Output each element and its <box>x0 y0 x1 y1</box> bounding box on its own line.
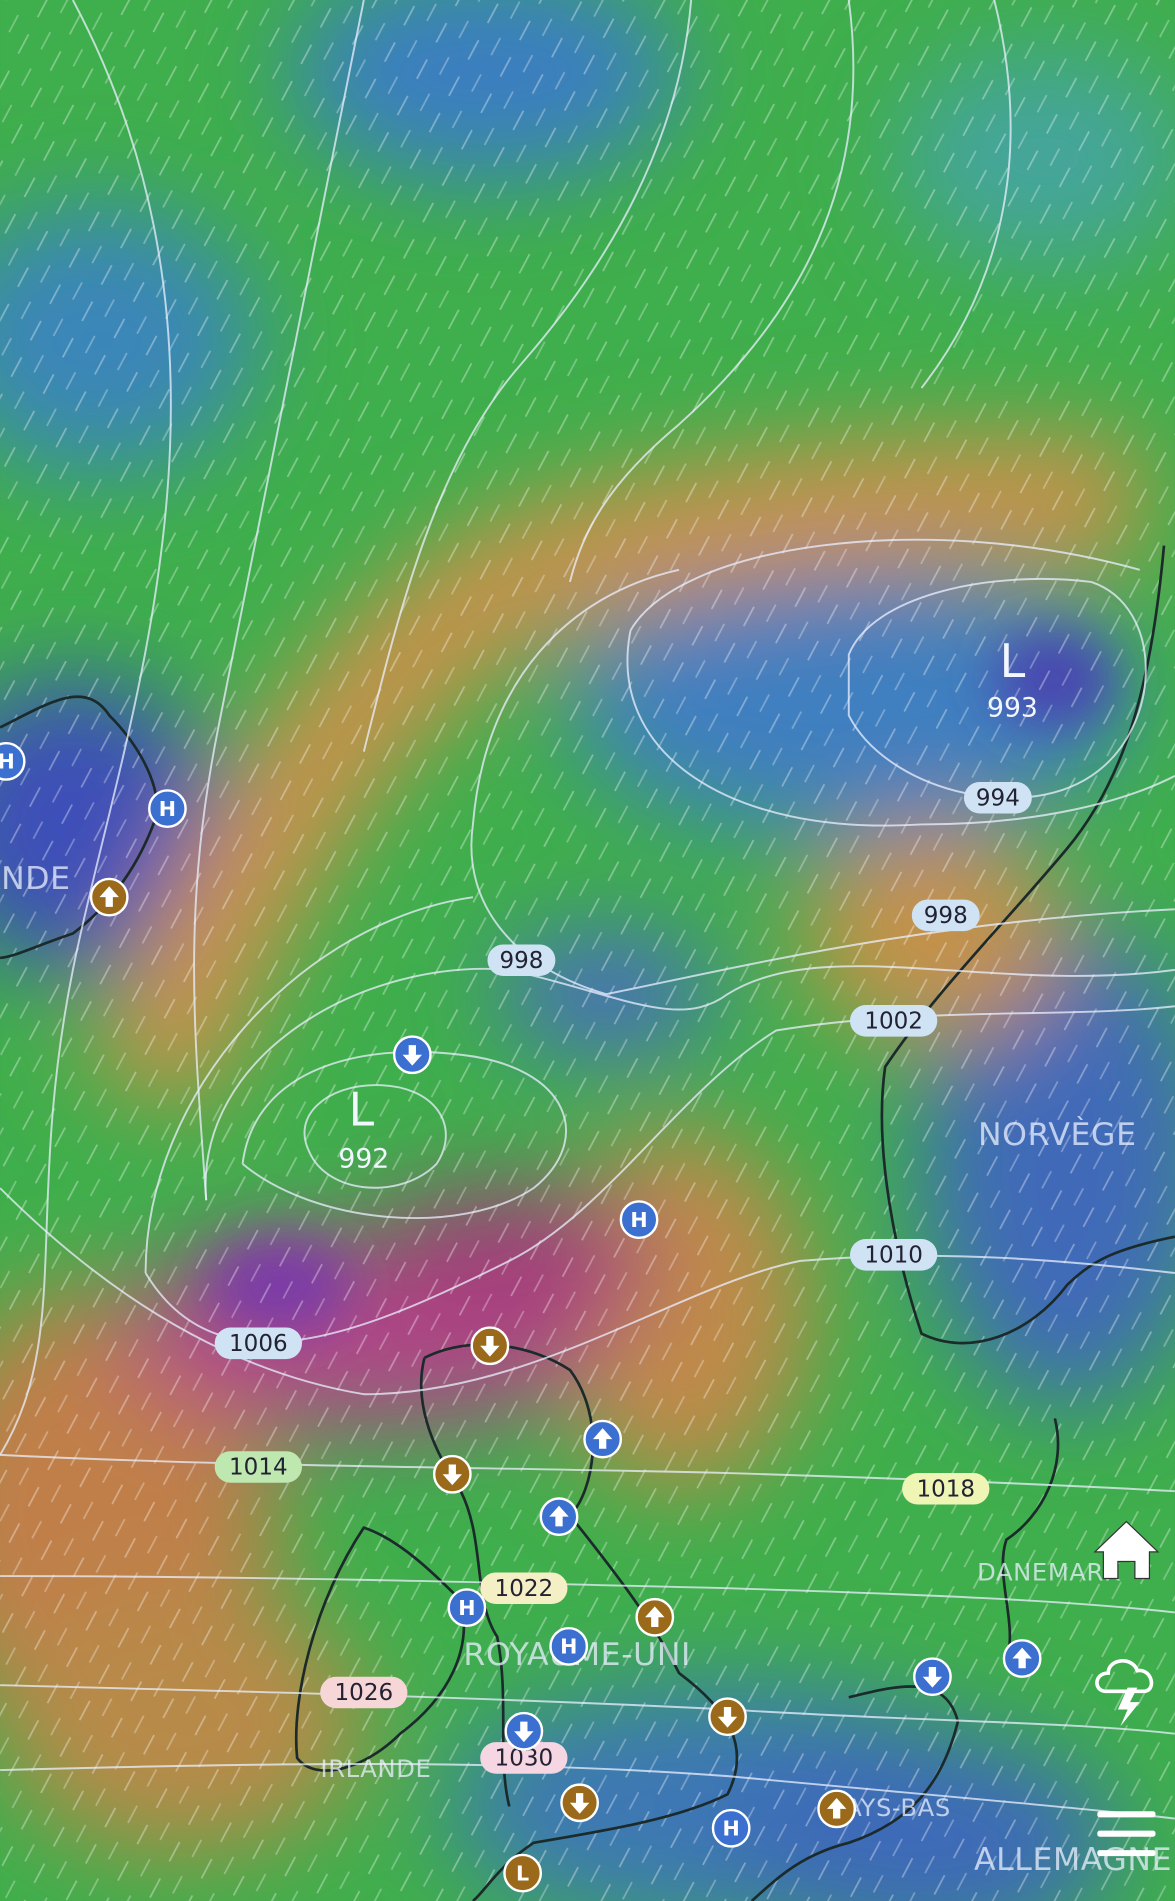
isobar-value: 1026 <box>335 1680 394 1706</box>
falling-marker[interactable] <box>913 1657 952 1697</box>
pressure-centers: L 993 L 992 <box>338 634 1038 1175</box>
rising-marker[interactable] <box>583 1419 623 1459</box>
isobar-label: 1018 <box>902 1473 990 1505</box>
rising-marker[interactable] <box>1002 1639 1042 1678</box>
high-marker[interactable]: H <box>549 1627 589 1666</box>
marker-arrow <box>717 1707 738 1728</box>
isobar-label: 1006 <box>214 1327 302 1360</box>
high-marker[interactable]: H <box>447 1588 487 1628</box>
marker-label: L <box>516 1861 529 1885</box>
falling-marker[interactable] <box>504 1711 544 1751</box>
menu-button[interactable] <box>1097 1811 1156 1857</box>
isobar-label: 1002 <box>849 1005 938 1037</box>
marker-arrow <box>402 1045 423 1066</box>
pressure-symbol: L <box>349 1082 375 1136</box>
isobar-value: 1018 <box>916 1477 975 1503</box>
marker-label: H <box>560 1635 577 1659</box>
rising-marker[interactable] <box>539 1497 579 1537</box>
arrow-markers <box>89 877 1042 1829</box>
isobar-label: 994 <box>963 781 1032 814</box>
marker-arrow <box>592 1428 613 1449</box>
isobar-value: 1022 <box>495 1576 554 1602</box>
isobar-value: 994 <box>976 785 1020 811</box>
high-marker[interactable]: H <box>148 789 187 829</box>
marker-label: H <box>0 750 15 774</box>
isobar-labels: 994 998 998 1002 1006 1010 1014 1018 102… <box>214 781 1032 1774</box>
pressure-value: 993 <box>987 693 1038 724</box>
marker-arrow <box>99 886 119 907</box>
marker-arrow <box>1012 1647 1032 1669</box>
markers: H H H H H H L <box>0 741 751 1893</box>
controls <box>1093 1520 1160 1857</box>
falling-marker[interactable] <box>470 1326 510 1366</box>
high-marker[interactable]: H <box>619 1200 659 1240</box>
high-marker[interactable]: H <box>0 741 26 781</box>
rising-marker[interactable] <box>635 1597 675 1637</box>
weather-button[interactable] <box>1095 1659 1154 1727</box>
isobar-label: 1030 <box>480 1742 568 1774</box>
marker-arrow <box>922 1667 943 1688</box>
falling-marker[interactable] <box>560 1783 600 1823</box>
isobar-label: 998 <box>911 899 980 932</box>
isobar-label: 1022 <box>480 1572 568 1604</box>
country-label: ALLEMAGNE <box>974 1842 1172 1878</box>
country-label: DANEMARK <box>977 1558 1121 1587</box>
isobar-value: 1010 <box>864 1243 923 1269</box>
country-label: NORVÈGE <box>978 1115 1137 1153</box>
home-button[interactable] <box>1093 1520 1160 1580</box>
falling-marker[interactable] <box>432 1454 472 1494</box>
pressure-symbol: L <box>1000 634 1026 688</box>
marker-arrow <box>514 1721 534 1743</box>
country-label: ISLANDE <box>0 861 71 897</box>
low-marker[interactable]: L <box>503 1853 543 1893</box>
marker-label: H <box>159 797 176 821</box>
isobar-value: 1006 <box>229 1331 288 1357</box>
isobar-label: 1014 <box>214 1451 302 1483</box>
isobar-label: 1026 <box>320 1676 408 1709</box>
marker-label: H <box>458 1596 475 1620</box>
marker-arrow <box>645 1606 665 1628</box>
pressure-value: 992 <box>338 1144 389 1175</box>
marker-label: H <box>723 1816 740 1840</box>
rising-marker[interactable] <box>817 1789 857 1829</box>
falling-marker[interactable] <box>708 1697 747 1737</box>
isobar-value: 1014 <box>229 1455 288 1481</box>
falling-marker[interactable] <box>392 1035 432 1075</box>
isobar-value: 998 <box>924 903 968 929</box>
isobars <box>0 0 1175 1820</box>
isobar-value: 1002 <box>864 1009 923 1035</box>
rising-marker[interactable] <box>89 877 129 917</box>
high-marker[interactable]: H <box>711 1808 751 1848</box>
marker-arrow <box>549 1505 569 1527</box>
isobar-value: 998 <box>499 948 543 974</box>
marker-arrow <box>826 1797 847 1819</box>
marker-label: H <box>630 1208 647 1232</box>
isobar-label: 998 <box>487 944 556 976</box>
marker-arrow <box>569 1793 590 1814</box>
marker-arrow <box>480 1336 500 1357</box>
isobar-label: 1010 <box>849 1239 938 1271</box>
marker-arrow <box>442 1464 463 1486</box>
country-label: IRLANDE <box>320 1754 431 1783</box>
